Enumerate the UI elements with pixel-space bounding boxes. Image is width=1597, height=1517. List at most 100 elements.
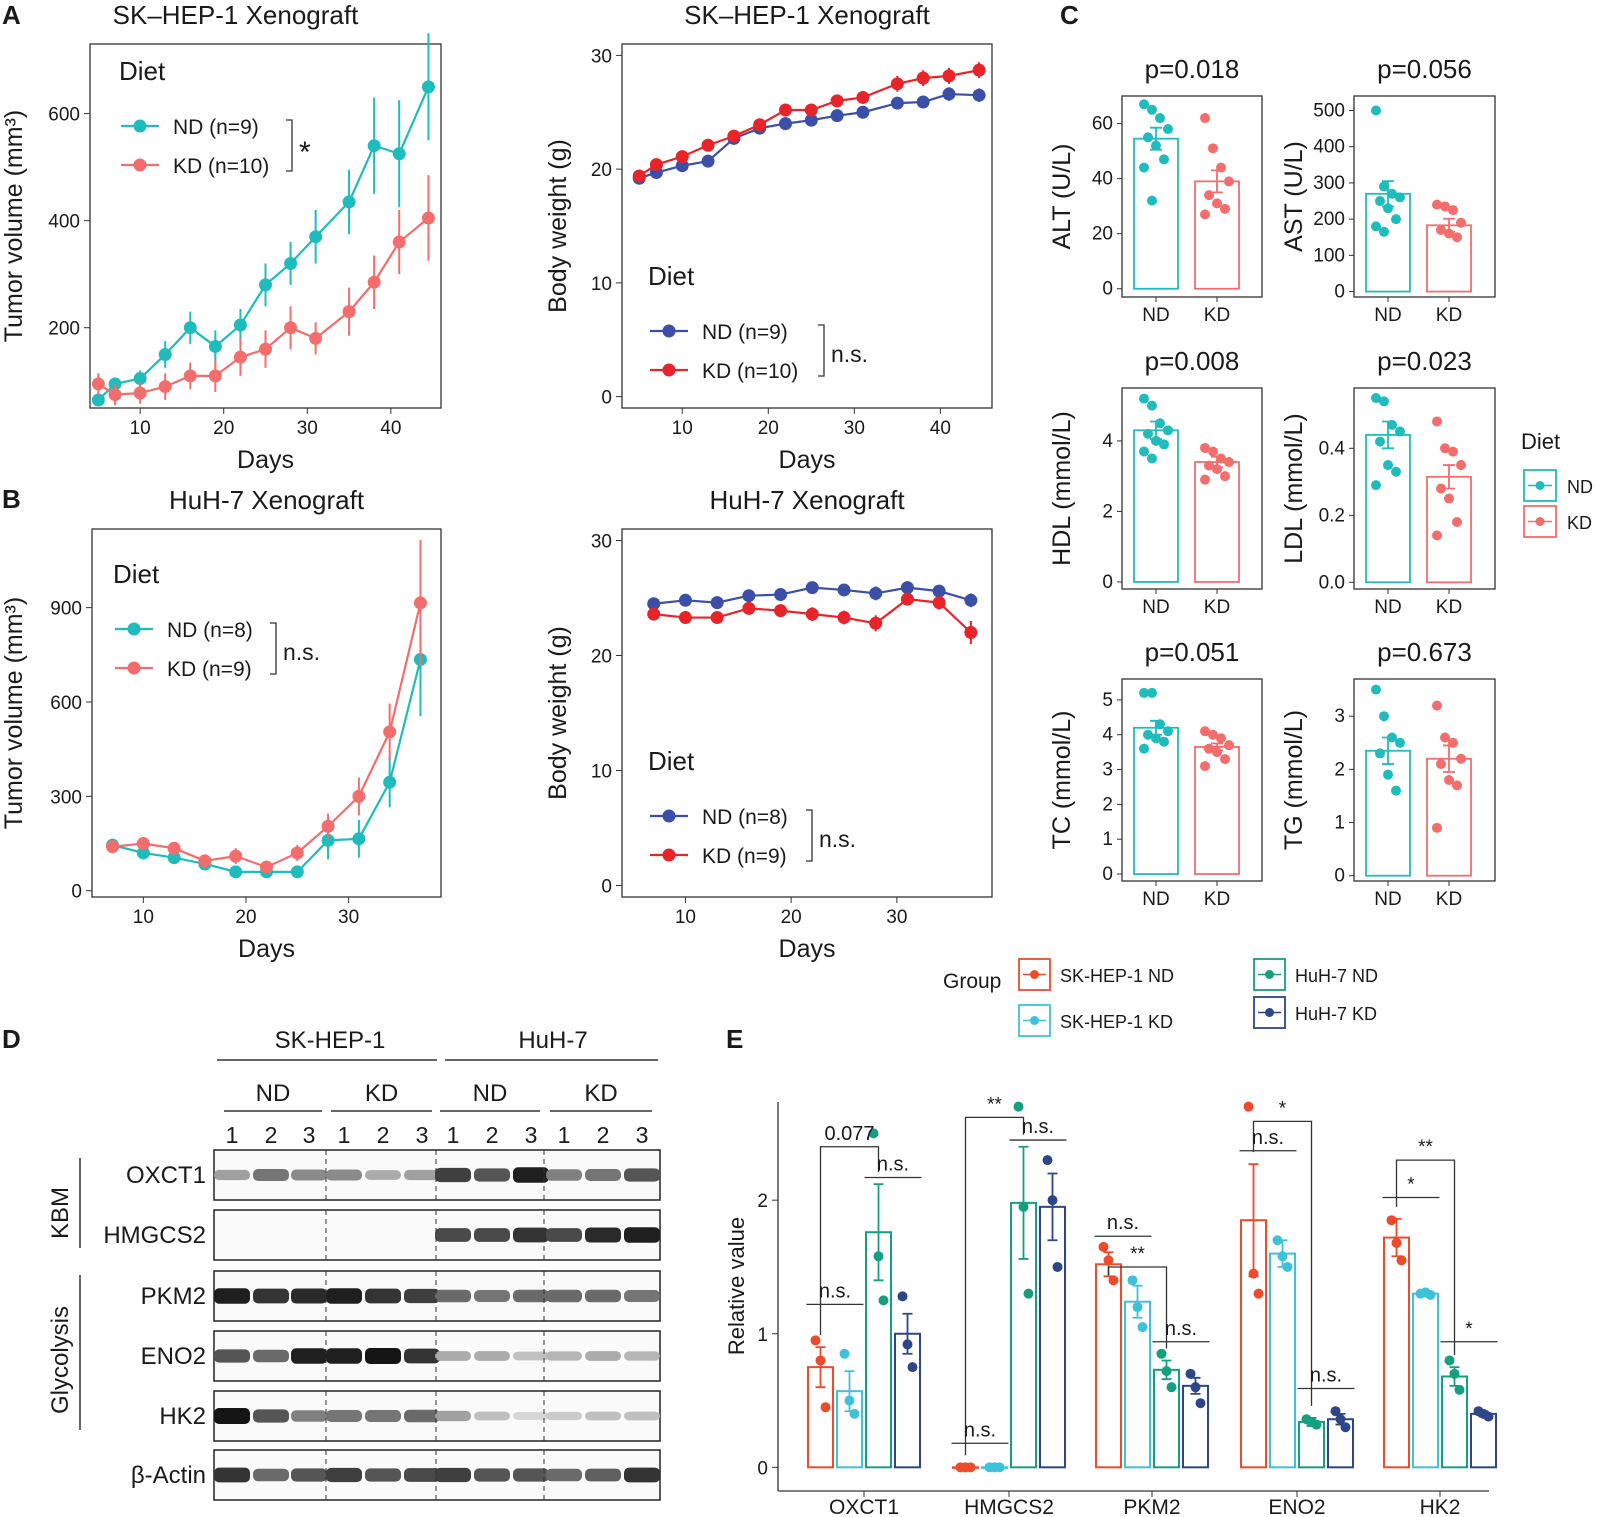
data-point: [830, 94, 844, 108]
legend-title: Group: [943, 970, 1001, 993]
blot-band: [253, 1409, 289, 1423]
data-point: [1391, 1237, 1402, 1248]
significance-label: **: [987, 1094, 1002, 1115]
blot-band: [326, 1169, 362, 1181]
chart-title: SK–HEP‑1 Xenograft: [113, 0, 359, 30]
data-point: [284, 321, 298, 335]
blot-band: [291, 1468, 327, 1482]
blot-band: [513, 1351, 549, 1361]
legend-stat: n.s.: [283, 639, 320, 665]
data-point: [1448, 205, 1458, 216]
legend-label: KD (n=10): [702, 360, 798, 383]
data-point: [392, 235, 406, 249]
data-point: [260, 860, 273, 874]
significance-bracket: [1252, 1120, 1313, 1406]
data-point: [804, 113, 818, 127]
data-point: [342, 305, 356, 319]
legend-label: KD (n=9): [702, 845, 787, 868]
data-point: [1335, 1414, 1346, 1425]
data-point: [778, 117, 792, 131]
data-point: [1253, 1288, 1264, 1299]
x-tick-label: 10: [133, 907, 154, 928]
legend-label: ND (n=9): [173, 116, 259, 139]
data-point: [815, 1355, 826, 1366]
blot-band: [365, 1348, 401, 1364]
blot-band: [513, 1227, 549, 1243]
data-point: [1371, 684, 1381, 695]
data-point: [1139, 446, 1149, 457]
data-point: [158, 380, 172, 394]
x-tick-label: 10: [675, 907, 696, 928]
data-point: [309, 230, 323, 244]
data-point: [1143, 729, 1153, 740]
y-tick-label: 400: [48, 212, 80, 233]
data-point: [1444, 228, 1454, 239]
significance-bracket: [1395, 1159, 1456, 1356]
data-point: [830, 109, 844, 123]
data-point: [932, 584, 946, 598]
y-tick-label: 2: [1102, 794, 1113, 815]
x-tick-label: 30: [844, 418, 865, 439]
x-tick-label: 40: [930, 418, 951, 439]
lane-number: 2: [377, 1122, 390, 1148]
data-point: [1159, 439, 1169, 450]
legend-title: Diet: [119, 56, 166, 86]
bar-nd: [1365, 749, 1411, 877]
data-point: [352, 789, 366, 803]
blot-band: [624, 1411, 660, 1421]
x-axis-label: Days: [237, 446, 294, 474]
x-axis-label: Days: [238, 935, 295, 963]
data-point: [1143, 132, 1153, 143]
data-point: [1379, 226, 1389, 237]
plot-frame: [91, 528, 442, 898]
data-point: [1432, 530, 1442, 541]
data-point: [1127, 1275, 1138, 1286]
x-tick-label: ND: [1374, 889, 1401, 910]
blot-band: [624, 1351, 660, 1361]
y-tick-label: 0: [601, 877, 612, 898]
blot-band: [624, 1290, 660, 1302]
blot-band: [253, 1468, 289, 1482]
blot-band: [326, 1348, 362, 1364]
blot-band: [585, 1351, 621, 1361]
data-point: [678, 593, 692, 607]
chart-title: SK–HEP‑1 Xenograft: [684, 0, 930, 30]
data-point: [897, 1291, 908, 1302]
lane-number: 3: [636, 1122, 649, 1148]
x-tick-label: ND: [1374, 597, 1401, 618]
significance-label: **: [1418, 1137, 1433, 1158]
data-point: [1204, 190, 1214, 201]
lane-number: 3: [303, 1122, 316, 1148]
y-tick-label: 2: [1334, 759, 1345, 780]
data-point: [1166, 1382, 1177, 1393]
data-point: [1440, 201, 1450, 212]
blot-band: [546, 1169, 582, 1181]
y-tick-label: 200: [1313, 209, 1345, 230]
y-tick-label: 20: [591, 160, 612, 181]
blot-band: [474, 1468, 510, 1482]
data-point: [1432, 822, 1442, 833]
y-tick-label: 10: [591, 762, 612, 783]
data-point: [1340, 1422, 1351, 1433]
data-point: [1147, 104, 1157, 115]
x-tick-label: 30: [886, 907, 907, 928]
data-point: [133, 386, 147, 400]
blot-band: [585, 1468, 621, 1482]
y-tick-label: 900: [50, 599, 82, 620]
data-point: [229, 849, 243, 863]
blot-band: [291, 1348, 327, 1364]
data-point: [1371, 221, 1381, 232]
panel-letter-a: A: [2, 0, 21, 30]
blot-band: [214, 1349, 250, 1363]
bar: [1470, 1412, 1497, 1469]
data-point: [837, 583, 851, 597]
data-point: [753, 118, 767, 132]
protein-label: β-Actin: [131, 1462, 206, 1489]
protein-label: HK2: [159, 1403, 206, 1430]
data-point: [774, 604, 788, 618]
y-axis-label: LDL (mmol/L): [1280, 413, 1308, 564]
panel-a-weight-chart: SK–HEP‑1 Xenograft 10 20 30 40 0 10 20 30 Days Bod…: [544, 0, 993, 474]
legend-label: KD: [1567, 513, 1592, 533]
data-point: [1151, 435, 1161, 446]
protein-label: HMGCS2: [103, 1222, 206, 1249]
